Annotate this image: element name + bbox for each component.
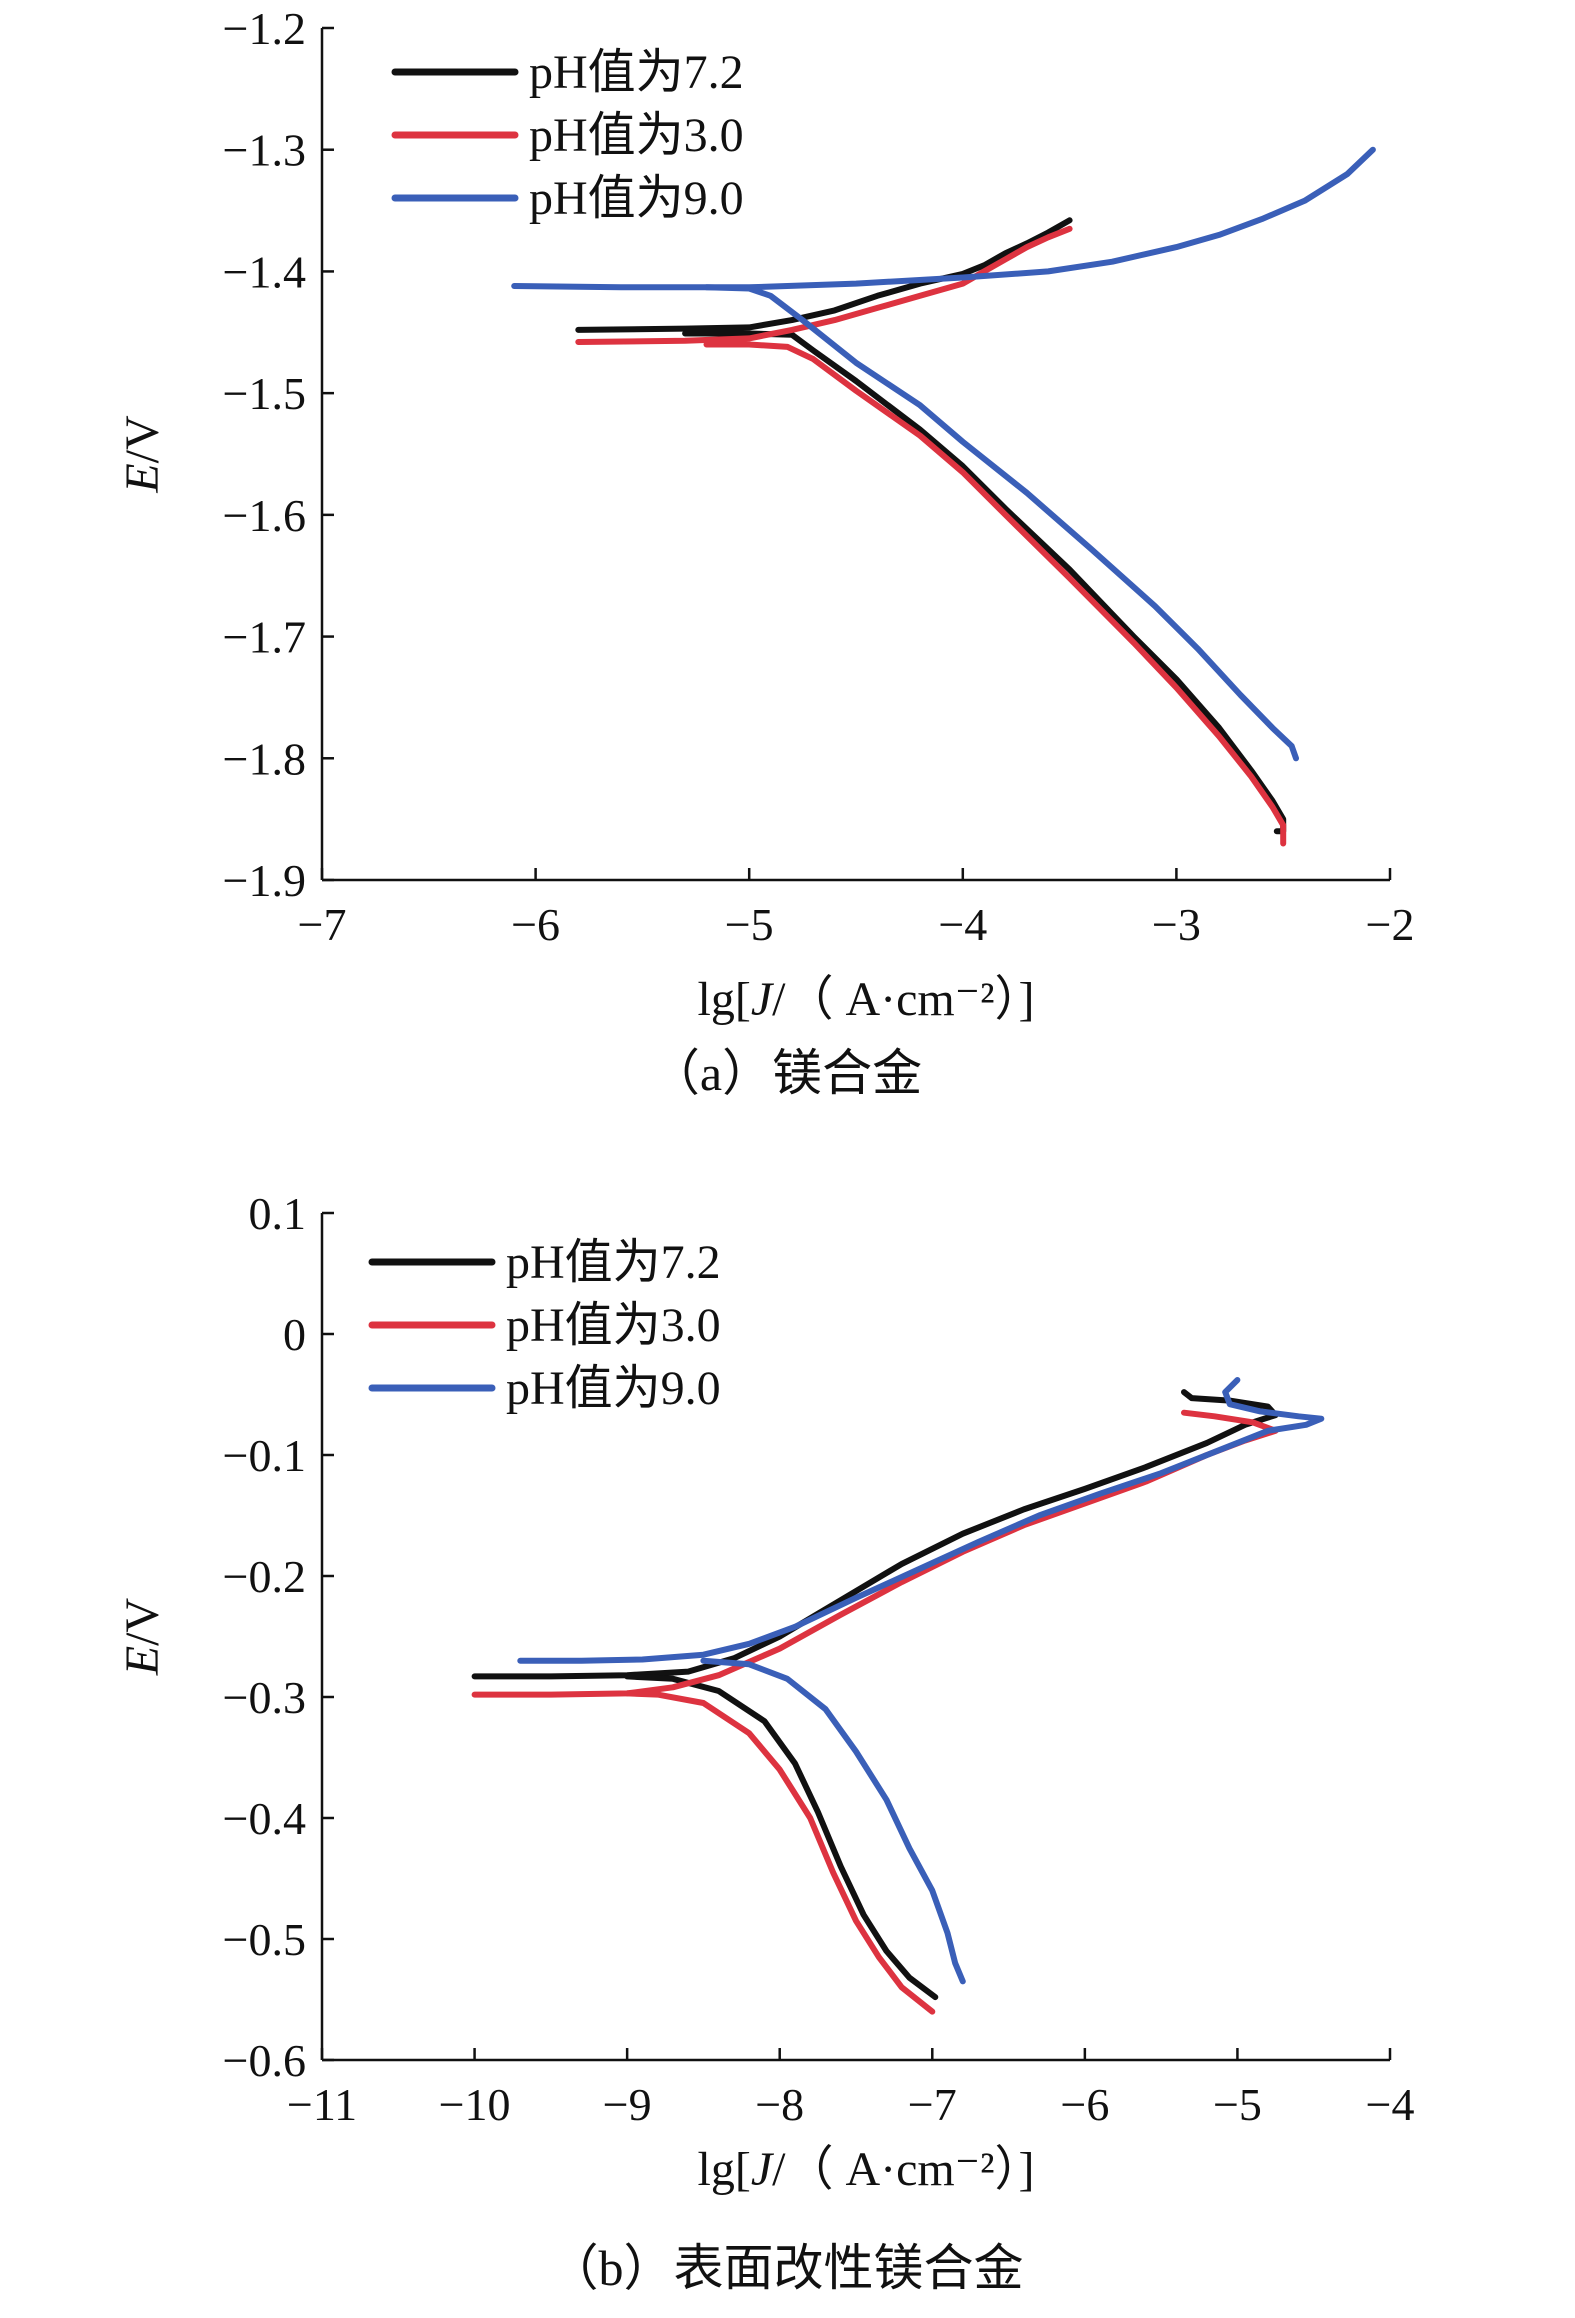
y-tick-label: −0.4 <box>223 1793 306 1844</box>
series-line-1-cathodic <box>682 330 1287 835</box>
y-tick-label: 0.1 <box>249 1188 307 1239</box>
x-tick-label: −4 <box>1366 2079 1415 2130</box>
chart-caption: （a）镁合金 <box>650 1045 922 1101</box>
x-tick-label: −2 <box>1366 899 1415 950</box>
series-line-1-cathodic <box>624 1673 939 2001</box>
y-tick-label: −1.7 <box>223 612 306 663</box>
x-tick-label: −5 <box>725 899 774 950</box>
legend-entry: pH值为7.2 <box>506 1236 721 1289</box>
series-line-2-anodic <box>471 1409 1279 1698</box>
series-line-2-cathodic <box>703 341 1287 847</box>
y-tick-label: −1.3 <box>223 125 306 176</box>
series-line-3-anodic <box>517 1377 1325 1664</box>
x-tick-label: −10 <box>439 2079 511 2130</box>
y-tick-label: −1.6 <box>223 490 306 541</box>
x-tick-label: −6 <box>1060 2079 1109 2130</box>
chart-caption: （b）表面改性镁合金 <box>549 2240 1024 2296</box>
x-tick-label: −11 <box>287 2079 357 2130</box>
series-line-2-anodic <box>575 225 1073 345</box>
series-line-3-cathodic <box>700 1657 966 1985</box>
chart-panel-b: −0.6 −0.5 −0.4 −0.3 −0.2 −0.1 0 0.1 −11 −10 −9 −8 −7… <box>116 1188 1414 2296</box>
x-tick-label: −4 <box>938 899 987 950</box>
x-tick-label: −8 <box>755 2079 804 2130</box>
y-tick-label: −0.5 <box>223 1914 306 1965</box>
y-axis-label: E/V <box>116 415 169 494</box>
series-line-1-anodic <box>471 1389 1279 1680</box>
x-tick-label: −5 <box>1213 2079 1262 2130</box>
y-tick-label: −0.6 <box>223 2035 306 2086</box>
legend-entry: pH值为9.0 <box>529 172 744 225</box>
x-axis-label: lg[J/（ A·cm⁻²）] <box>698 973 1035 1026</box>
chart-panel-a: −1.9 −1.8 −1.7 −1.6 −1.5 −1.4 −1.3 −1.2 −7 −6 −5 −4… <box>116 3 1414 1101</box>
y-tick-label: −1.4 <box>223 246 306 297</box>
y-tick-label: −1.2 <box>223 3 306 54</box>
x-tick-label: −7 <box>298 899 347 950</box>
series-line-3-cathodic <box>703 284 1299 762</box>
legend-entry: pH值为3.0 <box>506 1299 721 1352</box>
y-tick-label: −1.5 <box>223 368 306 419</box>
legend-entry: pH值为3.0 <box>529 109 744 162</box>
x-tick-label: −3 <box>1152 899 1201 950</box>
y-tick-label: −0.2 <box>223 1551 306 1602</box>
legend-entry: pH值为9.0 <box>506 1362 721 1415</box>
x-axis-label: lg[J/（ A·cm⁻²）] <box>698 2143 1035 2196</box>
series-line-2-cathodic <box>624 1690 936 2015</box>
y-tick-label: 0 <box>283 1309 306 1360</box>
x-tick-label: −6 <box>511 899 560 950</box>
x-tick-label: −9 <box>603 2079 652 2130</box>
y-tick-label: −0.1 <box>223 1430 306 1481</box>
y-axis-label: E/V <box>116 1598 169 1677</box>
series-line-1-anodic <box>575 217 1073 333</box>
legend-entry: pH值为7.2 <box>529 46 744 99</box>
y-tick-label: −1.9 <box>223 855 306 906</box>
y-tick-label: −0.3 <box>223 1672 306 1723</box>
x-tick-label: −7 <box>908 2079 957 2130</box>
y-tick-label: −1.8 <box>223 733 306 784</box>
